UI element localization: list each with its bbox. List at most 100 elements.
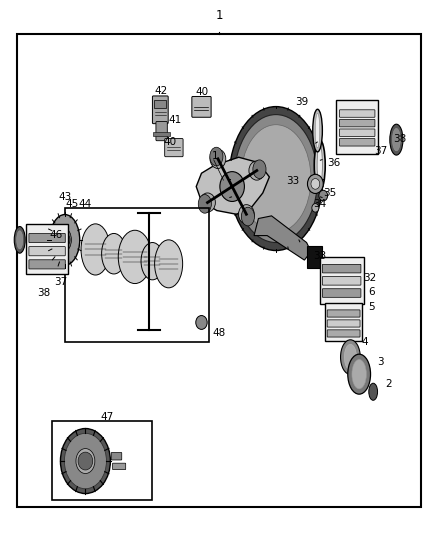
Bar <box>153 132 170 136</box>
Bar <box>307 246 322 268</box>
FancyBboxPatch shape <box>327 320 360 327</box>
Ellipse shape <box>102 233 126 274</box>
Ellipse shape <box>392 128 400 151</box>
Text: 6: 6 <box>368 287 375 297</box>
FancyBboxPatch shape <box>339 129 375 136</box>
Text: 45: 45 <box>66 199 79 208</box>
Ellipse shape <box>76 449 95 473</box>
Polygon shape <box>196 157 269 214</box>
Text: 46: 46 <box>49 230 63 239</box>
Text: 38: 38 <box>393 134 406 143</box>
FancyBboxPatch shape <box>322 264 361 273</box>
Circle shape <box>78 452 93 470</box>
Bar <box>17 34 421 507</box>
Circle shape <box>311 179 320 189</box>
Text: 5: 5 <box>368 302 375 312</box>
Text: 2: 2 <box>385 379 392 389</box>
Circle shape <box>312 204 319 212</box>
Bar <box>154 100 166 108</box>
Ellipse shape <box>234 115 318 243</box>
Text: 4: 4 <box>361 337 368 347</box>
FancyBboxPatch shape <box>29 233 65 243</box>
Text: 40: 40 <box>196 87 209 97</box>
Ellipse shape <box>60 429 110 494</box>
Text: 37: 37 <box>54 278 67 287</box>
FancyBboxPatch shape <box>322 289 361 297</box>
Text: 39: 39 <box>296 98 309 107</box>
Circle shape <box>238 205 254 224</box>
Ellipse shape <box>390 124 403 155</box>
Circle shape <box>249 161 265 180</box>
Ellipse shape <box>58 229 71 251</box>
Ellipse shape <box>315 114 320 148</box>
Circle shape <box>307 174 323 193</box>
Text: 32: 32 <box>364 273 377 283</box>
Text: 40: 40 <box>163 138 177 147</box>
Ellipse shape <box>141 243 164 280</box>
FancyBboxPatch shape <box>339 139 375 146</box>
Bar <box>325 303 362 341</box>
Ellipse shape <box>50 214 80 265</box>
Ellipse shape <box>253 160 266 179</box>
Ellipse shape <box>198 195 212 213</box>
Ellipse shape <box>210 147 223 166</box>
Ellipse shape <box>341 340 360 374</box>
FancyBboxPatch shape <box>339 110 375 117</box>
FancyBboxPatch shape <box>156 122 167 141</box>
Ellipse shape <box>118 230 152 284</box>
Text: 47: 47 <box>101 412 114 422</box>
Ellipse shape <box>352 359 366 389</box>
Ellipse shape <box>64 433 106 489</box>
Text: 44: 44 <box>79 199 92 208</box>
FancyBboxPatch shape <box>327 310 360 317</box>
Circle shape <box>319 190 328 201</box>
Ellipse shape <box>241 125 311 232</box>
FancyBboxPatch shape <box>322 277 361 285</box>
Ellipse shape <box>81 224 110 275</box>
Ellipse shape <box>229 107 323 251</box>
Text: 38: 38 <box>37 288 50 298</box>
FancyBboxPatch shape <box>113 463 126 470</box>
Ellipse shape <box>369 383 378 400</box>
Ellipse shape <box>155 240 183 288</box>
Text: 36: 36 <box>327 158 340 167</box>
Polygon shape <box>254 216 311 260</box>
Circle shape <box>200 193 215 212</box>
Bar <box>52 421 152 500</box>
FancyBboxPatch shape <box>152 96 168 124</box>
Text: 42: 42 <box>155 86 168 95</box>
FancyBboxPatch shape <box>29 247 65 256</box>
FancyBboxPatch shape <box>29 260 65 269</box>
Text: 48: 48 <box>212 328 226 338</box>
Circle shape <box>210 149 226 168</box>
Bar <box>65 208 209 342</box>
FancyBboxPatch shape <box>327 330 360 337</box>
Text: 33: 33 <box>313 251 326 261</box>
Bar <box>320 257 364 304</box>
Text: 1: 1 <box>215 10 223 22</box>
Ellipse shape <box>314 140 325 191</box>
Bar <box>336 100 378 154</box>
Ellipse shape <box>241 207 254 226</box>
Ellipse shape <box>348 354 371 394</box>
Text: 34: 34 <box>313 199 326 209</box>
Text: 1: 1 <box>212 151 219 160</box>
Ellipse shape <box>17 231 23 249</box>
Circle shape <box>196 316 207 329</box>
Text: 35: 35 <box>323 189 336 198</box>
FancyBboxPatch shape <box>165 139 183 157</box>
Text: 37: 37 <box>374 146 388 156</box>
Bar <box>26 224 68 274</box>
FancyBboxPatch shape <box>339 119 375 127</box>
FancyBboxPatch shape <box>111 453 122 460</box>
Text: 43: 43 <box>58 192 71 202</box>
Text: 33: 33 <box>286 176 299 186</box>
Ellipse shape <box>14 227 25 253</box>
Circle shape <box>60 233 70 246</box>
Circle shape <box>220 172 244 201</box>
Text: 3: 3 <box>377 358 384 367</box>
Ellipse shape <box>317 144 322 187</box>
Ellipse shape <box>313 109 322 152</box>
Ellipse shape <box>344 344 357 370</box>
Text: 41: 41 <box>169 115 182 125</box>
